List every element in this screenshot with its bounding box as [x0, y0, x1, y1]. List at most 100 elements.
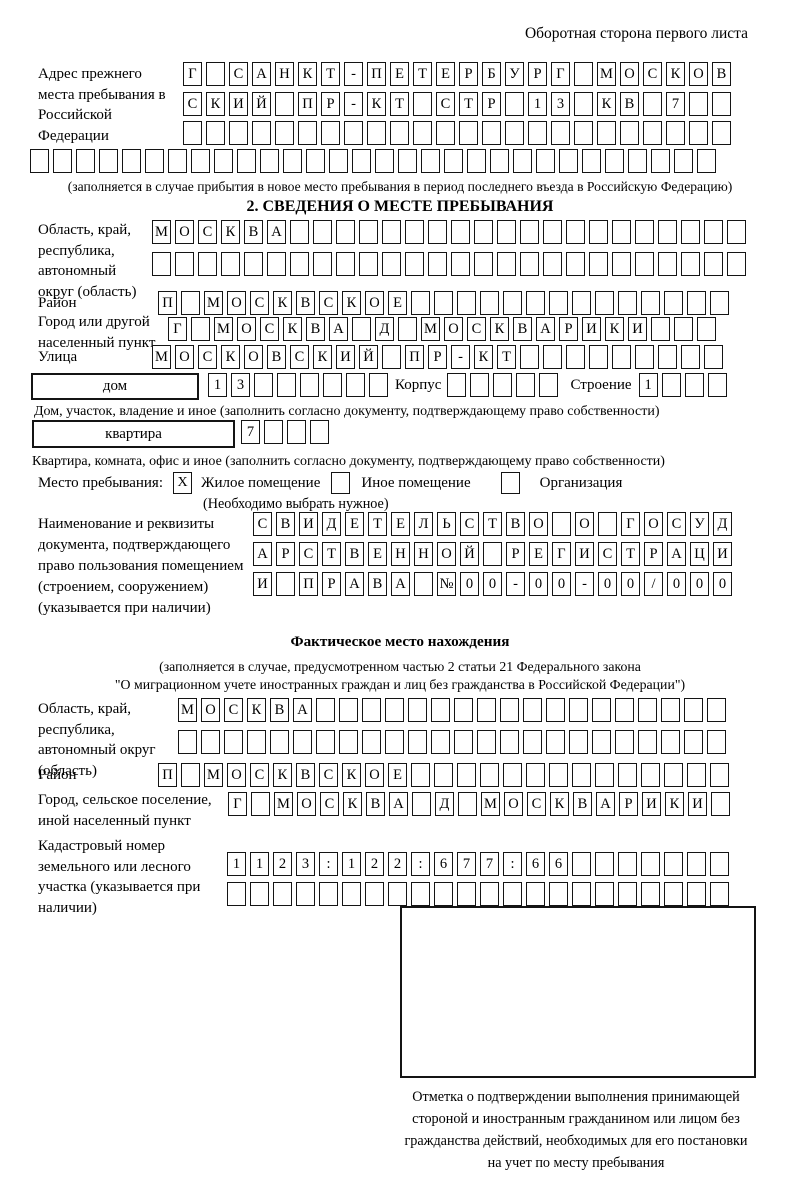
char-cell[interactable]	[635, 252, 654, 276]
char-cell[interactable]	[711, 792, 730, 816]
char-cell[interactable]	[451, 252, 470, 276]
char-cell[interactable]: К	[283, 317, 302, 341]
char-cell[interactable]	[329, 149, 348, 173]
char-cell[interactable]	[618, 852, 637, 876]
char-cell[interactable]	[382, 220, 401, 244]
char-cell[interactable]	[431, 698, 450, 722]
char-cell[interactable]	[513, 149, 532, 173]
char-cell[interactable]	[707, 698, 726, 722]
char-cell[interactable]: С	[250, 763, 269, 787]
char-cell[interactable]: В	[506, 512, 525, 536]
char-cell[interactable]: 3	[296, 852, 315, 876]
char-cell[interactable]: О	[644, 512, 663, 536]
char-cell[interactable]: Г	[168, 317, 187, 341]
char-cell[interactable]: О	[620, 62, 639, 86]
char-cell[interactable]	[618, 882, 637, 906]
char-cell[interactable]	[651, 317, 670, 341]
char-cell[interactable]	[704, 220, 723, 244]
char-cell[interactable]	[651, 149, 670, 173]
char-cell[interactable]: С	[460, 512, 479, 536]
char-cell[interactable]: Т	[390, 92, 409, 116]
char-cell[interactable]	[388, 882, 407, 906]
char-cell[interactable]: Ц	[690, 542, 709, 566]
char-cell[interactable]: М	[152, 345, 171, 369]
char-cell[interactable]	[482, 121, 501, 145]
char-cell[interactable]: 7	[241, 420, 260, 444]
char-cell[interactable]	[181, 291, 200, 315]
char-cell[interactable]	[122, 149, 141, 173]
char-cell[interactable]: У	[690, 512, 709, 536]
char-cell[interactable]: К	[273, 291, 292, 315]
char-cell[interactable]: 0	[598, 572, 617, 596]
char-cell[interactable]	[684, 730, 703, 754]
char-cell[interactable]: А	[667, 542, 686, 566]
char-cell[interactable]	[638, 698, 657, 722]
char-cell[interactable]: 0	[460, 572, 479, 596]
char-cell[interactable]: Т	[368, 512, 387, 536]
char-cell[interactable]: Т	[321, 62, 340, 86]
char-cell[interactable]: Р	[644, 542, 663, 566]
char-cell[interactable]: Т	[322, 542, 341, 566]
char-cell[interactable]	[528, 121, 547, 145]
char-cell[interactable]: И	[336, 345, 355, 369]
char-cell[interactable]: Т	[621, 542, 640, 566]
char-cell[interactable]: Р	[321, 92, 340, 116]
char-cell[interactable]: Р	[322, 572, 341, 596]
char-cell[interactable]	[543, 345, 562, 369]
char-cell[interactable]	[323, 373, 342, 397]
char-cell[interactable]	[457, 882, 476, 906]
char-cell[interactable]	[336, 252, 355, 276]
char-cell[interactable]	[385, 730, 404, 754]
char-cell[interactable]: Е	[388, 291, 407, 315]
char-cell[interactable]: 0	[529, 572, 548, 596]
char-cell[interactable]	[229, 121, 248, 145]
char-cell[interactable]	[178, 730, 197, 754]
char-cell[interactable]	[658, 345, 677, 369]
char-cell[interactable]: К	[273, 763, 292, 787]
char-cell[interactable]: 1	[638, 373, 658, 397]
char-cell[interactable]: Р	[559, 317, 578, 341]
char-cell[interactable]	[572, 763, 591, 787]
char-cell[interactable]: О	[529, 512, 548, 536]
char-cell[interactable]: П	[158, 763, 177, 787]
char-cell[interactable]	[605, 149, 624, 173]
char-cell[interactable]	[595, 882, 614, 906]
char-cell[interactable]: Е	[436, 62, 455, 86]
char-cell[interactable]	[313, 220, 332, 244]
char-cell[interactable]: 1	[208, 373, 227, 397]
char-cell[interactable]	[661, 373, 681, 397]
char-cell[interactable]: Т	[483, 512, 502, 536]
char-cell[interactable]: К	[550, 792, 569, 816]
char-cell[interactable]: -	[344, 62, 363, 86]
char-cell[interactable]: Ь	[437, 512, 456, 536]
char-cell[interactable]: О	[201, 698, 220, 722]
char-cell[interactable]: О	[444, 317, 463, 341]
char-cell[interactable]	[505, 121, 524, 145]
char-cell[interactable]	[566, 345, 585, 369]
char-cell[interactable]	[612, 220, 631, 244]
char-cell[interactable]: М	[481, 792, 500, 816]
char-cell[interactable]: С	[320, 792, 339, 816]
char-cell[interactable]: С	[198, 220, 217, 244]
char-cell[interactable]	[552, 512, 571, 536]
char-cell[interactable]: К	[247, 698, 266, 722]
char-cell[interactable]	[543, 252, 562, 276]
char-cell[interactable]	[710, 882, 729, 906]
char-cell[interactable]: В	[296, 291, 315, 315]
char-cell[interactable]	[589, 345, 608, 369]
char-cell[interactable]	[589, 252, 608, 276]
char-cell[interactable]: О	[365, 291, 384, 315]
char-cell[interactable]	[641, 763, 660, 787]
char-cell[interactable]	[598, 512, 617, 536]
char-cell[interactable]	[526, 882, 545, 906]
char-cell[interactable]: 0	[483, 572, 502, 596]
char-cell[interactable]	[408, 730, 427, 754]
char-cell[interactable]: В	[620, 92, 639, 116]
char-cell[interactable]: И	[299, 512, 318, 536]
char-cell[interactable]	[276, 572, 295, 596]
char-cell[interactable]: К	[313, 345, 332, 369]
char-cell[interactable]: С	[319, 763, 338, 787]
char-cell[interactable]	[549, 763, 568, 787]
char-cell[interactable]	[454, 698, 473, 722]
char-cell[interactable]	[477, 730, 496, 754]
